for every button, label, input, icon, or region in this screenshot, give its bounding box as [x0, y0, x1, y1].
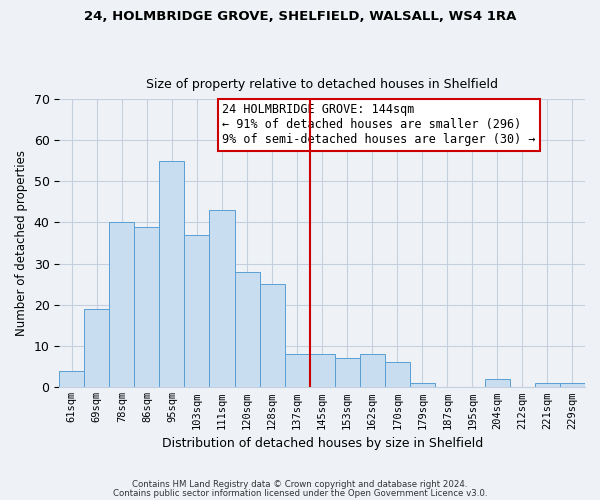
Bar: [160, 161, 184, 387]
Text: Contains public sector information licensed under the Open Government Licence v3: Contains public sector information licen…: [113, 489, 487, 498]
Bar: [59, 370, 85, 387]
Text: 24, HOLMBRIDGE GROVE, SHELFIELD, WALSALL, WS4 1RA: 24, HOLMBRIDGE GROVE, SHELFIELD, WALSALL…: [84, 10, 516, 23]
Text: 24 HOLMBRIDGE GROVE: 144sqm
← 91% of detached houses are smaller (296)
9% of sem: 24 HOLMBRIDGE GROVE: 144sqm ← 91% of det…: [222, 104, 536, 146]
Text: Contains HM Land Registry data © Crown copyright and database right 2024.: Contains HM Land Registry data © Crown c…: [132, 480, 468, 489]
Bar: [284, 354, 310, 387]
Bar: [310, 354, 335, 387]
Bar: [260, 284, 284, 387]
Bar: [410, 383, 435, 387]
Bar: [560, 383, 585, 387]
Bar: [235, 272, 260, 387]
Bar: [335, 358, 359, 387]
X-axis label: Distribution of detached houses by size in Shelfield: Distribution of detached houses by size …: [161, 437, 483, 450]
Y-axis label: Number of detached properties: Number of detached properties: [15, 150, 28, 336]
Bar: [535, 383, 560, 387]
Bar: [85, 309, 109, 387]
Bar: [209, 210, 235, 387]
Bar: [485, 379, 510, 387]
Title: Size of property relative to detached houses in Shelfield: Size of property relative to detached ho…: [146, 78, 498, 91]
Bar: [184, 235, 209, 387]
Bar: [109, 222, 134, 387]
Bar: [385, 362, 410, 387]
Bar: [359, 354, 385, 387]
Bar: [134, 226, 160, 387]
